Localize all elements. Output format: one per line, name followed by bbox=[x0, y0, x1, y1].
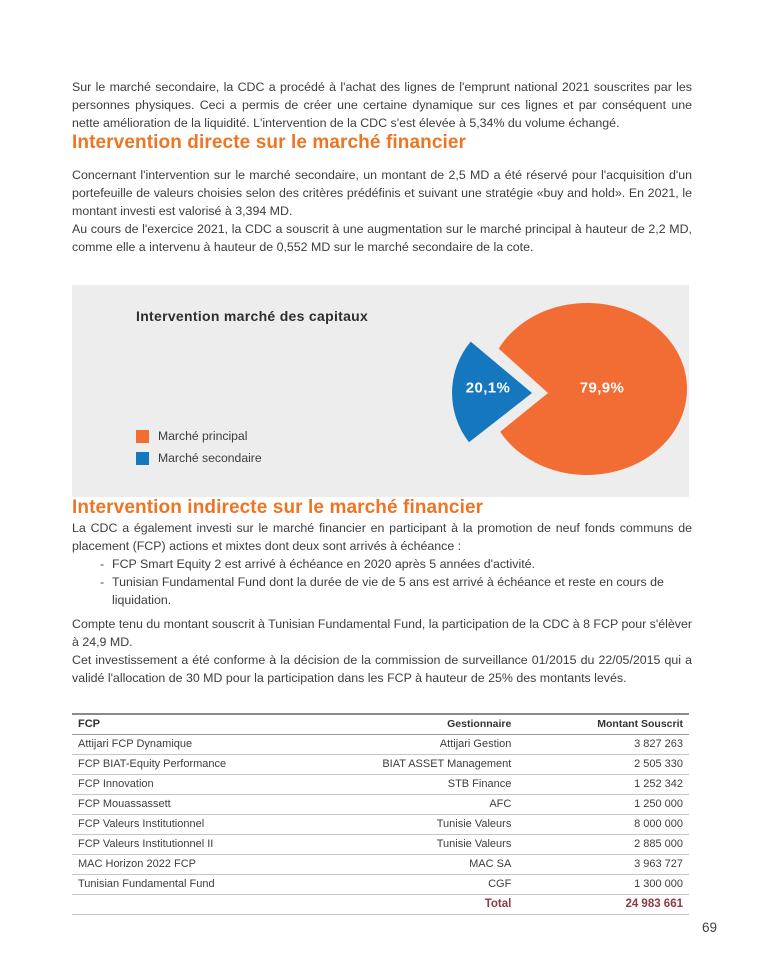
cell-montant: 1 300 000 bbox=[634, 878, 683, 890]
cell-fcp: FCP BIAT-Equity Performance bbox=[78, 758, 227, 770]
cell-fcp: FCP Valeurs Institutionnel bbox=[78, 818, 205, 830]
table-row: MAC Horizon 2022 FCP MAC SA 3 963 727 bbox=[72, 855, 689, 875]
section2-title: Intervention indirecte sur le marché fin… bbox=[72, 497, 484, 518]
cell-fcp: FCP Valeurs Institutionnel II bbox=[78, 838, 214, 850]
section1-title: Intervention directe sur le marché finan… bbox=[72, 132, 467, 153]
legend-item-secondaire: Marché secondaire bbox=[136, 451, 262, 465]
cell-gestionnaire: Tunisie Valeurs bbox=[436, 838, 512, 850]
paragraph: Concernant l'intervention sur le marché … bbox=[72, 168, 692, 218]
legend-label: Marché secondaire bbox=[158, 451, 262, 465]
cell-gestionnaire: Attijari Gestion bbox=[439, 738, 512, 750]
intro-paragraph: Sur le marché secondaire, la CDC a procé… bbox=[72, 80, 692, 130]
cell-gestionnaire: Tunisie Valeurs bbox=[436, 818, 512, 830]
cell-montant: 2 885 000 bbox=[634, 838, 683, 850]
legend-label: Marché principal bbox=[158, 429, 248, 443]
paragraph: La CDC a également investi sur le marché… bbox=[72, 521, 692, 553]
cell-montant: 8 000 000 bbox=[634, 818, 683, 830]
pie-label-secondaire: 20,1% bbox=[466, 380, 511, 397]
paragraph: Au cours de l'exercice 2021, la CDC a so… bbox=[72, 222, 692, 254]
pie-slice-principal bbox=[498, 302, 687, 475]
chart-panel: 20,1% 79,9% Intervention marché des capi… bbox=[72, 285, 689, 497]
cell-gestionnaire: BIAT ASSET Management bbox=[382, 758, 512, 770]
legend-item-principal: Marché principal bbox=[136, 429, 262, 443]
col-header-montant: Montant Souscrit bbox=[597, 718, 683, 730]
cell-fcp: FCP Innovation bbox=[78, 778, 154, 790]
table-row: FCP Innovation STB Finance 1 252 342 bbox=[72, 775, 689, 795]
bullet-dash: - bbox=[100, 557, 105, 571]
cell-gestionnaire: AFC bbox=[489, 798, 512, 810]
chart-title: Intervention marché des capitaux bbox=[136, 308, 369, 324]
cell-gestionnaire: MAC SA bbox=[469, 858, 512, 870]
cell-montant: 1 250 000 bbox=[634, 798, 683, 810]
pie-slice-secondaire bbox=[452, 341, 532, 443]
table-row: FCP BIAT-Equity Performance BIAT ASSET M… bbox=[72, 755, 689, 775]
chart-legend: Marché principal Marché secondaire bbox=[136, 429, 262, 473]
col-header-gestionnaire: Gestionnaire bbox=[447, 718, 512, 730]
fcp-table: FCP Gestionnaire Montant Souscrit Attija… bbox=[72, 713, 689, 915]
cell-empty bbox=[72, 895, 346, 915]
cell-fcp: Tunisian Fundamental Fund bbox=[78, 878, 215, 890]
table-row: FCP Valeurs Institutionnel Tunisie Valeu… bbox=[72, 815, 689, 835]
table-row: Tunisian Fundamental Fund CGF 1 300 000 bbox=[72, 875, 689, 895]
col-header-fcp: FCP bbox=[78, 718, 100, 730]
cell-montant: 2 505 330 bbox=[634, 758, 683, 770]
cell-montant: 3 827 263 bbox=[634, 738, 683, 750]
cell-montant: 3 963 727 bbox=[634, 858, 683, 870]
cell-fcp: Attijari FCP Dynamique bbox=[78, 738, 193, 750]
table-header-row: FCP Gestionnaire Montant Souscrit bbox=[72, 714, 689, 735]
bullet-text: Tunisian Fundamental Fund dont la durée … bbox=[112, 575, 664, 607]
bullet-dash: - bbox=[100, 575, 105, 589]
cell-gestionnaire: CGF bbox=[488, 878, 512, 890]
table-row: FCP Mouassassett AFC 1 250 000 bbox=[72, 795, 689, 815]
bullet-text: FCP Smart Equity 2 est arrivé à échéance… bbox=[112, 557, 535, 571]
cell-montant: 1 252 342 bbox=[634, 778, 683, 790]
bullet-item: - Tunisian Fundamental Fund dont la duré… bbox=[72, 573, 692, 609]
paragraph: Cet investissement a été conforme à la d… bbox=[72, 653, 692, 685]
paragraph: Compte tenu du montant souscrit à Tunisi… bbox=[72, 617, 692, 649]
cell-gestionnaire: STB Finance bbox=[447, 778, 512, 790]
legend-swatch-orange bbox=[136, 429, 149, 443]
pie-label-principal: 79,9% bbox=[580, 380, 625, 397]
table-row: Attijari FCP Dynamique Attijari Gestion … bbox=[72, 735, 689, 755]
bullet-item: - FCP Smart Equity 2 est arrivé à échéan… bbox=[72, 555, 692, 573]
table-total-row: Total 24 983 661 bbox=[72, 895, 689, 915]
pie-chart: 20,1% 79,9% bbox=[452, 302, 687, 475]
legend-swatch-blue bbox=[136, 451, 149, 465]
table-row: FCP Valeurs Institutionnel II Tunisie Va… bbox=[72, 835, 689, 855]
total-label: Total bbox=[484, 898, 512, 910]
cell-fcp: FCP Mouassassett bbox=[78, 798, 171, 810]
report-page-content: Sur le marché secondaire, la CDC a procé… bbox=[72, 78, 692, 915]
section1-paragraphs: Concernant l'intervention sur le marché … bbox=[72, 166, 692, 256]
total-value: 24 983 661 bbox=[625, 898, 683, 910]
page-number: 69 bbox=[701, 920, 717, 935]
cell-fcp: MAC Horizon 2022 FCP bbox=[78, 858, 196, 870]
